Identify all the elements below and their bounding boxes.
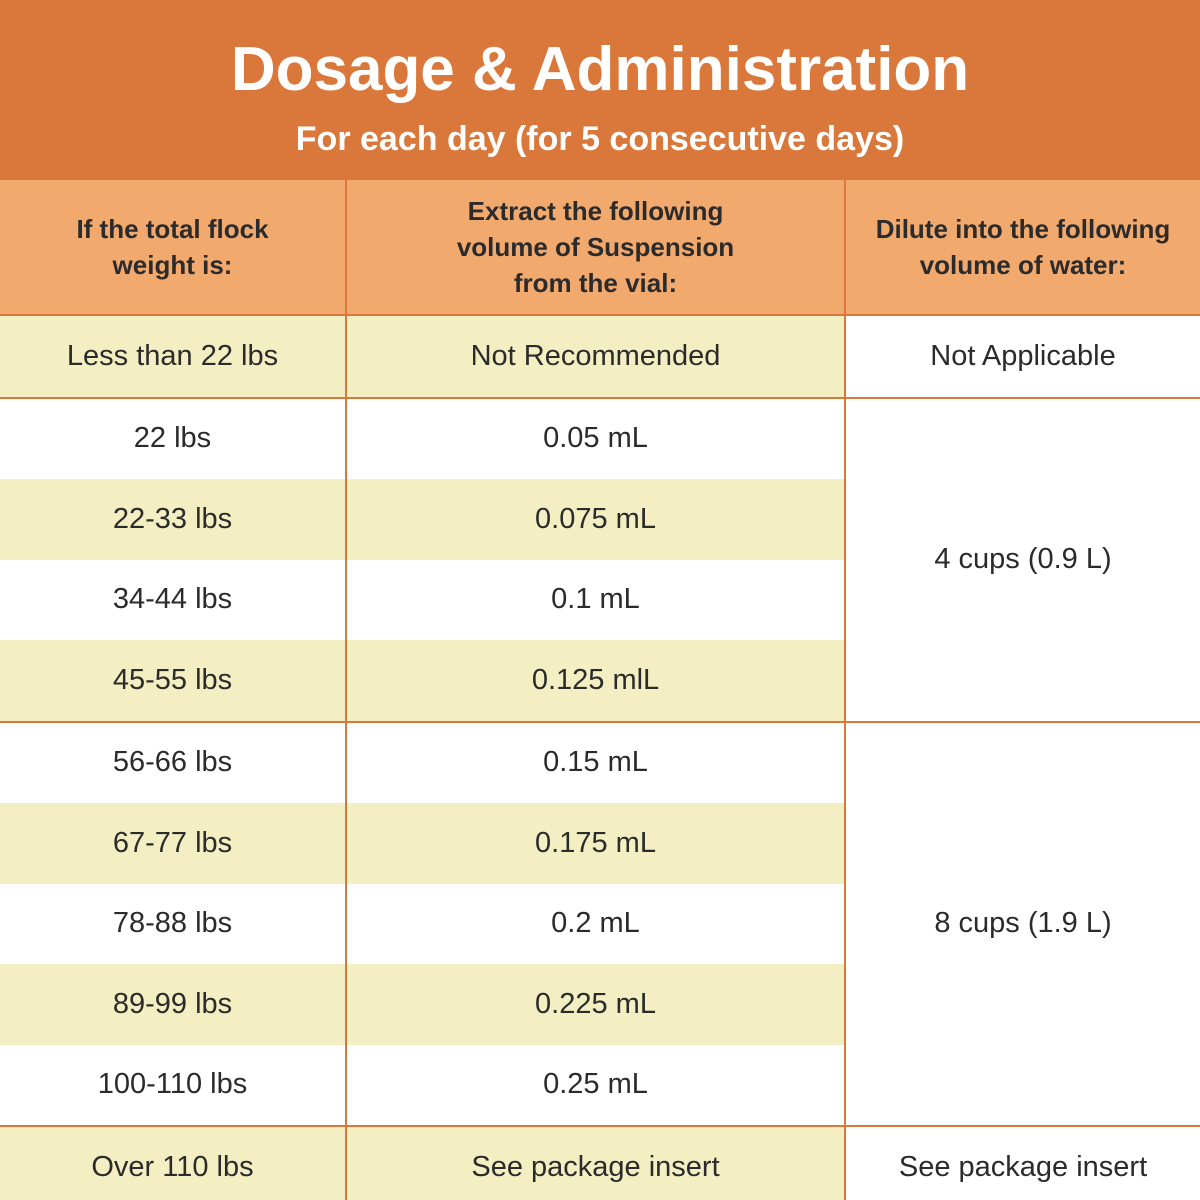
table-row: 22 lbs 0.05 mL 4 cups (0.9 L) [0, 396, 1200, 722]
volume-cell: 0.075 mL [346, 479, 846, 560]
weight-cell: 56-66 lbs [0, 720, 347, 803]
weight-cell: 67-77 lbs [0, 803, 347, 884]
table-row: 100-110 lbs 0.25 mL [0, 1044, 1200, 1126]
table-row: 78-88 lbs 0.2 mL [0, 883, 1200, 964]
table-row: 34-44 lbs 0.1 mL [0, 559, 1200, 640]
volume-cell: 0.225 mL [346, 964, 846, 1045]
volume-cell: 0.1 mL [346, 559, 846, 640]
header-banner: Dosage & Administration For each day (fo… [0, 0, 1200, 180]
weight-cell: 22 lbs [0, 396, 347, 479]
column-header-volume: Extract the following volume of Suspensi… [346, 180, 846, 315]
volume-cell: See package insert [346, 1125, 846, 1200]
page-title: Dosage & Administration [230, 35, 970, 104]
page-subtitle: For each day (for 5 consecutive days) [295, 120, 905, 158]
table-row: Over 110 lbs See package insert See pack… [0, 1125, 1200, 1200]
weight-cell: 45-55 lbs [0, 640, 347, 722]
column-header-weight: If the total flock weight is: [0, 180, 347, 315]
volume-cell: 0.15 mL [346, 720, 846, 803]
table-row: 89-99 lbs 0.225 mL [0, 964, 1200, 1045]
table-row: 56-66 lbs 0.15 mL 8 cups (1.9 L) [0, 720, 1200, 1126]
table-header-row: If the total flock weight is: Extract th… [0, 180, 1200, 315]
volume-cell: 0.175 mL [346, 803, 846, 884]
water-cell: Not Applicable [845, 314, 1200, 398]
table-row: 22-33 lbs 0.075 mL [0, 479, 1200, 560]
volume-cell: Not Recommended [346, 314, 846, 398]
weight-cell: 34-44 lbs [0, 559, 347, 640]
volume-cell: 0.05 mL [346, 396, 846, 479]
volume-cell: 0.2 mL [346, 883, 846, 964]
water-group-cell: 8 cups (1.9 L) [845, 720, 1200, 1126]
weight-cell: 89-99 lbs [0, 964, 347, 1045]
volume-cell: 0.125 mlL [346, 640, 846, 722]
volume-cell: 0.25 mL [346, 1044, 846, 1126]
water-group-cell: 4 cups (0.9 L) [845, 396, 1200, 722]
weight-cell: Over 110 lbs [0, 1125, 347, 1200]
table-row: 67-77 lbs 0.175 mL [0, 803, 1200, 884]
table-row: 45-55 lbs 0.125 mlL [0, 640, 1200, 722]
water-cell: See package insert [845, 1125, 1200, 1200]
dosage-table: If the total flock weight is: Extract th… [0, 180, 1200, 1200]
weight-cell: 22-33 lbs [0, 479, 347, 560]
weight-cell: 78-88 lbs [0, 883, 347, 964]
weight-cell: Less than 22 lbs [0, 314, 347, 398]
table-row: Less than 22 lbs Not Recommended Not App… [0, 314, 1200, 398]
weight-cell: 100-110 lbs [0, 1044, 347, 1126]
column-header-water: Dilute into the following volume of wate… [845, 180, 1200, 315]
